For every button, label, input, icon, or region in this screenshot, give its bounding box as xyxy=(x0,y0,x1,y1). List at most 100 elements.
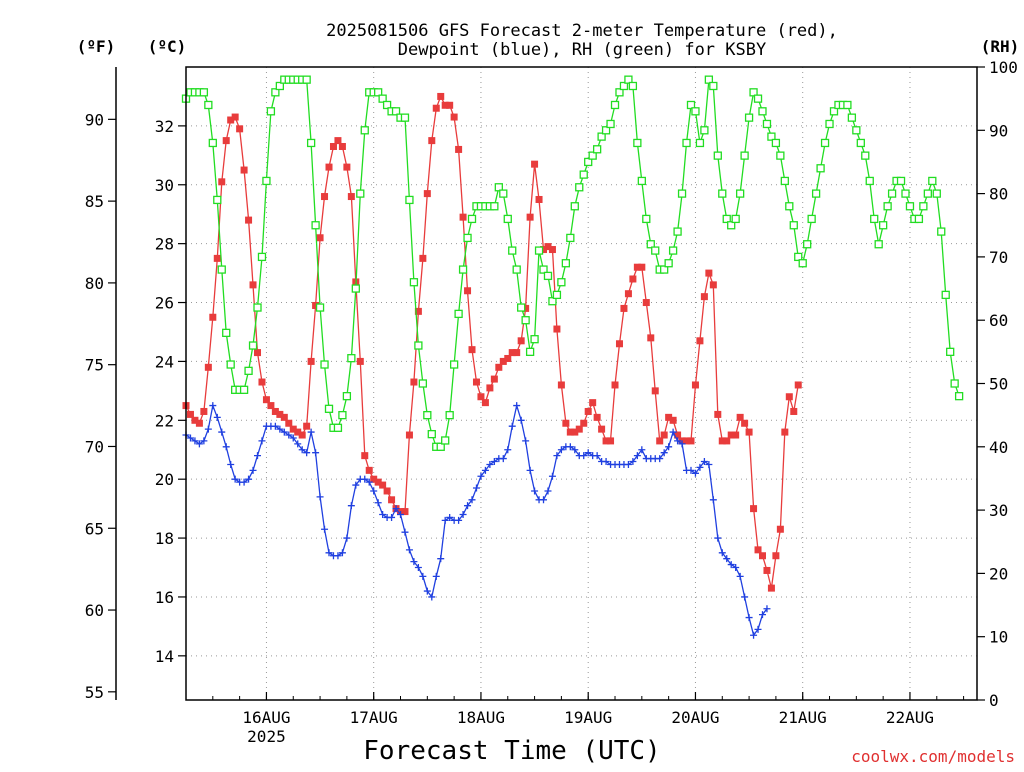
rh-point xyxy=(199,88,209,97)
temperature-point xyxy=(437,92,445,100)
temperature-point xyxy=(490,375,498,383)
fahrenheit-tick-label: 55 xyxy=(85,683,104,702)
celsius-axis-unit: (ºC) xyxy=(148,37,187,56)
rh-point xyxy=(306,138,316,148)
rh-point xyxy=(610,100,620,110)
temperature-point xyxy=(186,410,194,418)
dewpoint-point xyxy=(405,546,413,554)
rh-point xyxy=(879,221,888,230)
rh-point xyxy=(615,88,624,97)
dewpoint-point xyxy=(624,460,632,468)
dewpoint-point xyxy=(732,564,740,572)
dewpoint-point xyxy=(222,443,230,451)
temperature-point xyxy=(589,399,597,407)
rh-point xyxy=(239,385,249,394)
rh-point xyxy=(727,221,736,230)
temperature-point xyxy=(718,437,726,445)
temperature-point xyxy=(365,466,373,474)
rh-point xyxy=(557,278,566,287)
temperature-point xyxy=(615,340,623,348)
rh-point xyxy=(847,113,857,122)
temperature-point xyxy=(455,145,463,153)
dewpoint-point xyxy=(531,487,539,495)
dewpoint-point xyxy=(754,625,762,633)
rh-point xyxy=(946,347,955,357)
rh-tick-label: 20 xyxy=(989,564,1008,583)
temperature-point xyxy=(441,101,449,109)
dewpoint-point xyxy=(459,511,467,519)
dewpoint-point xyxy=(472,484,480,492)
series-layer xyxy=(181,75,964,639)
celsius-tick-label: 20 xyxy=(155,470,174,489)
temperature-point xyxy=(405,431,413,439)
dewpoint-point xyxy=(526,466,534,474)
dewpoint-point xyxy=(352,481,360,489)
temperature-point xyxy=(262,396,270,404)
rh-point xyxy=(887,189,897,198)
rh-point xyxy=(499,189,508,198)
rh-point xyxy=(275,81,284,91)
rh-point xyxy=(427,429,436,439)
rh-point xyxy=(584,157,593,167)
temperature-point xyxy=(781,428,789,436)
x-tick-label: 19AUG xyxy=(564,708,612,727)
rh-point xyxy=(458,265,468,274)
rh-point xyxy=(744,113,754,122)
dewpoint-point xyxy=(204,425,212,433)
rh-point xyxy=(704,75,714,84)
rh-point xyxy=(378,94,387,103)
temperature-point xyxy=(620,304,628,312)
temperature-point xyxy=(254,349,262,357)
temperature-point xyxy=(651,387,659,395)
dewpoint-point xyxy=(504,446,512,454)
rh-point xyxy=(248,341,258,350)
temperature-point xyxy=(674,431,682,439)
rh-point xyxy=(521,316,530,325)
rh-point xyxy=(771,138,781,148)
dewpoint-point xyxy=(709,496,717,504)
rh-point xyxy=(905,202,915,211)
dewpoint-point xyxy=(312,449,320,457)
dewpoint-point xyxy=(410,558,418,566)
dewpoint-point xyxy=(441,516,449,524)
dewpoint-point xyxy=(347,502,355,510)
temperature-point xyxy=(544,243,552,251)
dewpoint-point xyxy=(397,511,405,519)
dewpoint-point xyxy=(665,443,673,451)
dewpoint-point xyxy=(584,449,592,457)
dewpoint-point xyxy=(191,437,199,445)
rh-point xyxy=(561,259,571,268)
rh-point xyxy=(816,164,825,173)
rh-point xyxy=(262,176,271,186)
rh-point xyxy=(861,151,870,160)
rh-point xyxy=(633,138,642,148)
dewpoint-point xyxy=(446,513,454,521)
rh-point xyxy=(865,176,874,186)
dewpoint-point xyxy=(513,402,521,410)
temperature-point xyxy=(535,195,543,203)
dewpoint-point xyxy=(593,452,601,460)
dewpoint-point xyxy=(245,475,253,483)
rh-point xyxy=(208,138,217,148)
rh-point xyxy=(785,202,794,211)
temperature-point xyxy=(334,137,342,145)
rh-point xyxy=(803,240,812,249)
rh-point xyxy=(883,202,892,211)
rh-point xyxy=(852,126,861,135)
dewpoint-point xyxy=(307,428,315,436)
temperature-point xyxy=(607,437,615,445)
rh-point xyxy=(320,360,329,369)
celsius-tick-label: 32 xyxy=(155,117,174,136)
temperature-point xyxy=(195,419,203,427)
rh-point xyxy=(548,297,557,306)
temperature-point xyxy=(611,381,619,389)
temperature-point xyxy=(325,163,333,171)
rh-point xyxy=(749,88,758,97)
temperature-point xyxy=(593,413,601,421)
temperature-point xyxy=(513,349,521,357)
dewpoint-point xyxy=(186,434,194,442)
dewpoint-point xyxy=(633,452,641,460)
temperature-point xyxy=(642,299,650,307)
temperature-point xyxy=(289,425,297,433)
temperature-point xyxy=(794,381,802,389)
